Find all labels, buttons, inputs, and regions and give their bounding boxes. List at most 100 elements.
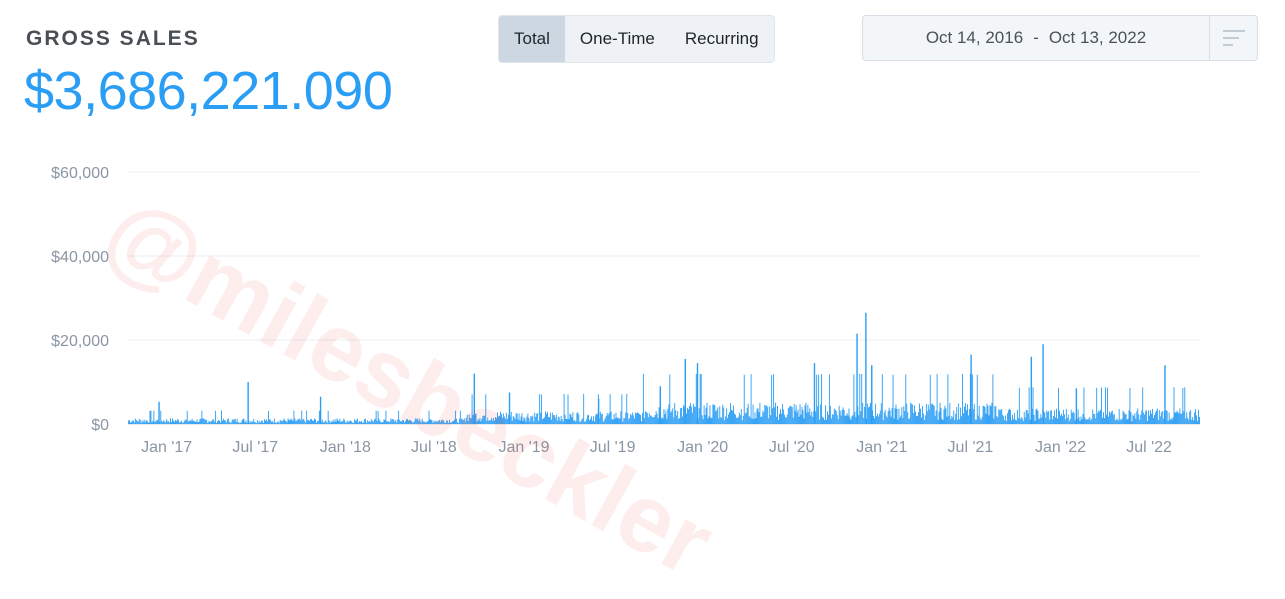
bar <box>332 419 334 424</box>
bar <box>1066 417 1068 424</box>
bar <box>1052 419 1054 424</box>
bar <box>740 409 742 424</box>
bar <box>1152 408 1153 424</box>
bar <box>496 418 497 424</box>
bar <box>682 416 684 424</box>
bar <box>221 420 223 424</box>
bar <box>351 421 353 424</box>
bar <box>152 420 154 424</box>
bar <box>313 420 314 424</box>
bar <box>173 420 174 424</box>
bar <box>499 415 500 424</box>
bar <box>564 414 566 424</box>
bar-spike <box>813 363 816 424</box>
bar <box>644 411 646 424</box>
bar <box>201 410 203 424</box>
bar <box>245 420 247 424</box>
bar <box>484 415 486 424</box>
bar <box>687 409 689 424</box>
bar <box>136 420 138 424</box>
bar <box>895 404 897 424</box>
bar <box>604 418 606 424</box>
tab-recurring[interactable]: Recurring <box>684 29 759 48</box>
bar <box>520 416 522 424</box>
bar <box>942 420 944 424</box>
bar <box>483 415 485 424</box>
bar <box>410 421 412 424</box>
bar <box>975 419 977 424</box>
tab-one-time[interactable]: One-Time <box>579 29 655 48</box>
bar <box>925 403 927 424</box>
bar <box>1090 420 1092 424</box>
bar <box>780 409 781 424</box>
bar <box>194 421 196 424</box>
date-range-display[interactable]: Oct 14, 2016- Oct 13, 2022 <box>863 28 1209 48</box>
x-tick-label: Jul '22 <box>1126 439 1172 456</box>
bar <box>151 422 153 424</box>
bar-spike <box>1042 344 1044 424</box>
bar <box>1065 408 1067 424</box>
bar <box>251 421 253 424</box>
bar <box>1185 418 1187 424</box>
bar <box>1026 410 1028 424</box>
bar <box>458 418 460 424</box>
tab-total[interactable]: Total <box>499 16 565 62</box>
bar <box>537 413 539 424</box>
bar <box>849 417 851 424</box>
bar <box>766 405 768 424</box>
bar <box>457 422 459 424</box>
bar <box>534 412 536 424</box>
bar <box>847 415 849 424</box>
bar <box>721 417 723 424</box>
bar-spike <box>158 401 160 424</box>
bar <box>391 419 393 424</box>
bar <box>432 422 434 424</box>
bar <box>155 420 157 424</box>
bar <box>949 403 951 424</box>
bar <box>293 410 295 424</box>
x-tick-label: Jan '21 <box>856 439 907 456</box>
bar <box>531 416 533 424</box>
bar <box>749 417 751 424</box>
bar <box>495 417 497 424</box>
bar <box>1087 419 1089 424</box>
bar <box>831 414 833 424</box>
bar <box>917 415 918 424</box>
bar <box>839 410 841 424</box>
bar <box>1002 414 1004 424</box>
bar <box>1096 387 1098 424</box>
bar <box>491 418 493 424</box>
bar <box>189 420 191 424</box>
bar <box>501 417 503 424</box>
date-range-menu-button[interactable] <box>1209 16 1257 60</box>
bar <box>961 416 963 424</box>
bar <box>874 403 876 424</box>
bar <box>193 420 195 424</box>
bar <box>1170 418 1172 424</box>
bar <box>578 414 580 424</box>
bar <box>411 422 413 424</box>
bar <box>878 413 880 424</box>
bar <box>619 418 621 424</box>
bar <box>466 414 468 424</box>
bar <box>515 412 517 424</box>
bar <box>797 409 799 424</box>
bar <box>746 407 748 424</box>
date-end: Oct 13, 2022 <box>1048 28 1147 47</box>
bar <box>190 420 192 424</box>
bar <box>1015 420 1017 424</box>
bar <box>981 416 983 424</box>
bar <box>734 414 736 424</box>
bar <box>645 411 647 424</box>
bar <box>140 422 142 424</box>
bar <box>322 422 324 424</box>
bar <box>683 405 684 424</box>
bar <box>755 418 757 424</box>
bar <box>999 410 1001 424</box>
bar <box>498 416 499 424</box>
bar <box>748 416 750 424</box>
bar <box>1037 410 1039 424</box>
bar <box>225 422 227 424</box>
bar <box>1198 409 1199 424</box>
bar <box>717 407 719 424</box>
